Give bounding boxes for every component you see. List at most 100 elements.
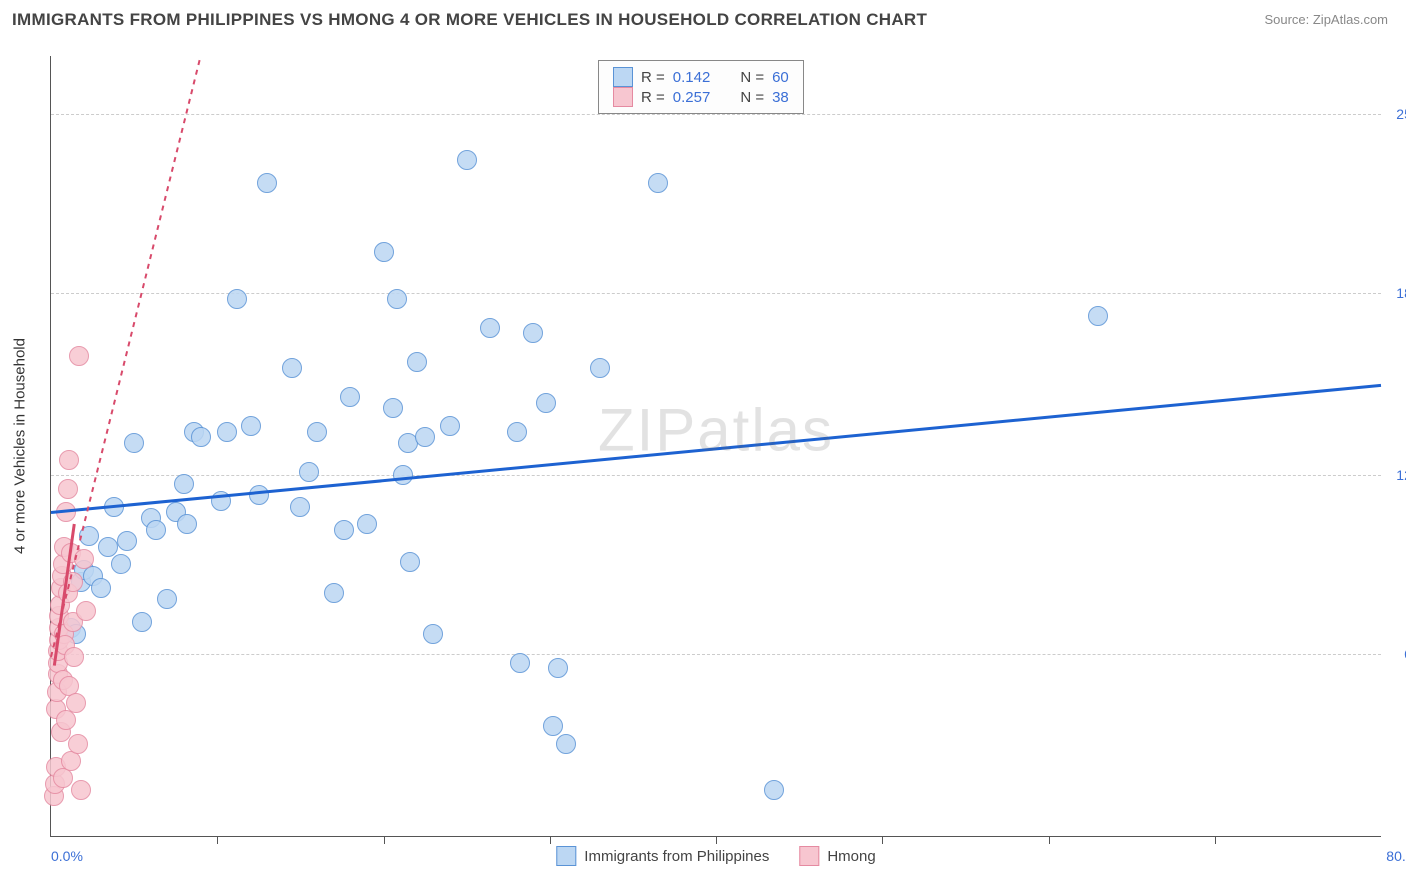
data-point-a[interactable] xyxy=(480,318,500,338)
data-point-a[interactable] xyxy=(91,578,111,598)
data-point-b[interactable] xyxy=(68,734,88,754)
chart-container: IMMIGRANTS FROM PHILIPPINES VS HMONG 4 O… xyxy=(0,0,1406,892)
data-point-a[interactable] xyxy=(383,398,403,418)
data-point-a[interactable] xyxy=(191,427,211,447)
legend-label: Immigrants from Philippines xyxy=(584,848,769,865)
gridline xyxy=(51,654,1381,655)
legend-item[interactable]: Hmong xyxy=(799,846,875,866)
data-point-a[interactable] xyxy=(241,416,261,436)
data-point-b[interactable] xyxy=(53,768,73,788)
data-point-a[interactable] xyxy=(249,485,269,505)
data-point-a[interactable] xyxy=(1088,306,1108,326)
data-point-a[interactable] xyxy=(174,474,194,494)
data-point-a[interactable] xyxy=(764,780,784,800)
x-tick xyxy=(384,836,385,844)
x-tick xyxy=(716,836,717,844)
data-point-b[interactable] xyxy=(76,601,96,621)
data-point-a[interactable] xyxy=(290,497,310,517)
data-point-a[interactable] xyxy=(556,734,576,754)
data-point-a[interactable] xyxy=(400,552,420,572)
y-tick-label: 18.8% xyxy=(1396,285,1406,301)
data-point-b[interactable] xyxy=(74,549,94,569)
legend-swatch-icon xyxy=(613,87,633,107)
data-point-a[interactable] xyxy=(124,433,144,453)
x-tick xyxy=(882,836,883,844)
data-point-a[interactable] xyxy=(217,422,237,442)
y-axis-title: 4 or more Vehicles in Household xyxy=(12,338,29,554)
data-point-a[interactable] xyxy=(374,242,394,262)
plot-area: 6.3%12.5%18.8%25.0% ZIPatlas R =0.142N =… xyxy=(50,56,1381,837)
data-point-a[interactable] xyxy=(299,462,319,482)
data-point-a[interactable] xyxy=(177,514,197,534)
r-value: 0.142 xyxy=(673,69,711,86)
data-point-a[interactable] xyxy=(282,358,302,378)
data-point-a[interactable] xyxy=(423,624,443,644)
correlation-legend: R =0.142N =60R =0.257N =38 xyxy=(598,60,804,114)
data-point-b[interactable] xyxy=(71,780,91,800)
data-point-a[interactable] xyxy=(357,514,377,534)
data-point-b[interactable] xyxy=(63,572,83,592)
data-point-a[interactable] xyxy=(334,520,354,540)
data-point-a[interactable] xyxy=(415,427,435,447)
r-label: R = xyxy=(641,69,665,86)
data-point-a[interactable] xyxy=(523,323,543,343)
data-point-a[interactable] xyxy=(104,497,124,517)
chart-title: IMMIGRANTS FROM PHILIPPINES VS HMONG 4 O… xyxy=(12,10,927,30)
y-tick-label: 25.0% xyxy=(1396,106,1406,122)
data-point-a[interactable] xyxy=(548,658,568,678)
data-point-a[interactable] xyxy=(387,289,407,309)
gridline xyxy=(51,475,1381,476)
data-point-b[interactable] xyxy=(64,647,84,667)
x-tick xyxy=(217,836,218,844)
data-point-b[interactable] xyxy=(56,710,76,730)
data-point-b[interactable] xyxy=(58,479,78,499)
legend-swatch-icon xyxy=(799,846,819,866)
data-point-a[interactable] xyxy=(440,416,460,436)
x-axis-max-label: 80.0% xyxy=(1386,848,1406,864)
data-point-a[interactable] xyxy=(111,554,131,574)
x-axis-min-label: 0.0% xyxy=(51,848,83,864)
data-point-a[interactable] xyxy=(132,612,152,632)
legend-swatch-icon xyxy=(613,67,633,87)
data-point-a[interactable] xyxy=(510,653,530,673)
r-label: R = xyxy=(641,89,665,106)
data-point-a[interactable] xyxy=(257,173,277,193)
data-point-a[interactable] xyxy=(307,422,327,442)
data-point-a[interactable] xyxy=(393,465,413,485)
data-point-b[interactable] xyxy=(61,751,81,771)
data-point-a[interactable] xyxy=(536,393,556,413)
data-point-a[interactable] xyxy=(590,358,610,378)
data-point-a[interactable] xyxy=(543,716,563,736)
data-point-a[interactable] xyxy=(648,173,668,193)
n-label: N = xyxy=(740,89,764,106)
series-legend: Immigrants from Philippines Hmong xyxy=(556,846,875,866)
data-point-b[interactable] xyxy=(59,450,79,470)
data-point-a[interactable] xyxy=(211,491,231,511)
n-value: 60 xyxy=(772,69,789,86)
data-point-a[interactable] xyxy=(507,422,527,442)
x-tick xyxy=(550,836,551,844)
legend-label: Hmong xyxy=(827,848,875,865)
n-value: 38 xyxy=(772,89,789,106)
data-point-a[interactable] xyxy=(79,526,99,546)
data-point-a[interactable] xyxy=(340,387,360,407)
legend-row: R =0.142N =60 xyxy=(613,67,789,87)
data-point-a[interactable] xyxy=(146,520,166,540)
data-point-a[interactable] xyxy=(157,589,177,609)
data-point-a[interactable] xyxy=(227,289,247,309)
source-label: Source: ZipAtlas.com xyxy=(1264,12,1388,27)
legend-item[interactable]: Immigrants from Philippines xyxy=(556,846,769,866)
data-point-a[interactable] xyxy=(407,352,427,372)
data-point-b[interactable] xyxy=(66,693,86,713)
data-point-a[interactable] xyxy=(98,537,118,557)
data-point-a[interactable] xyxy=(457,150,477,170)
legend-swatch-icon xyxy=(556,846,576,866)
data-point-a[interactable] xyxy=(117,531,137,551)
data-point-b[interactable] xyxy=(69,346,89,366)
legend-row: R =0.257N =38 xyxy=(613,87,789,107)
x-tick xyxy=(1049,836,1050,844)
y-tick-label: 12.5% xyxy=(1396,467,1406,483)
data-point-b[interactable] xyxy=(56,502,76,522)
data-point-a[interactable] xyxy=(324,583,344,603)
x-tick xyxy=(1215,836,1216,844)
